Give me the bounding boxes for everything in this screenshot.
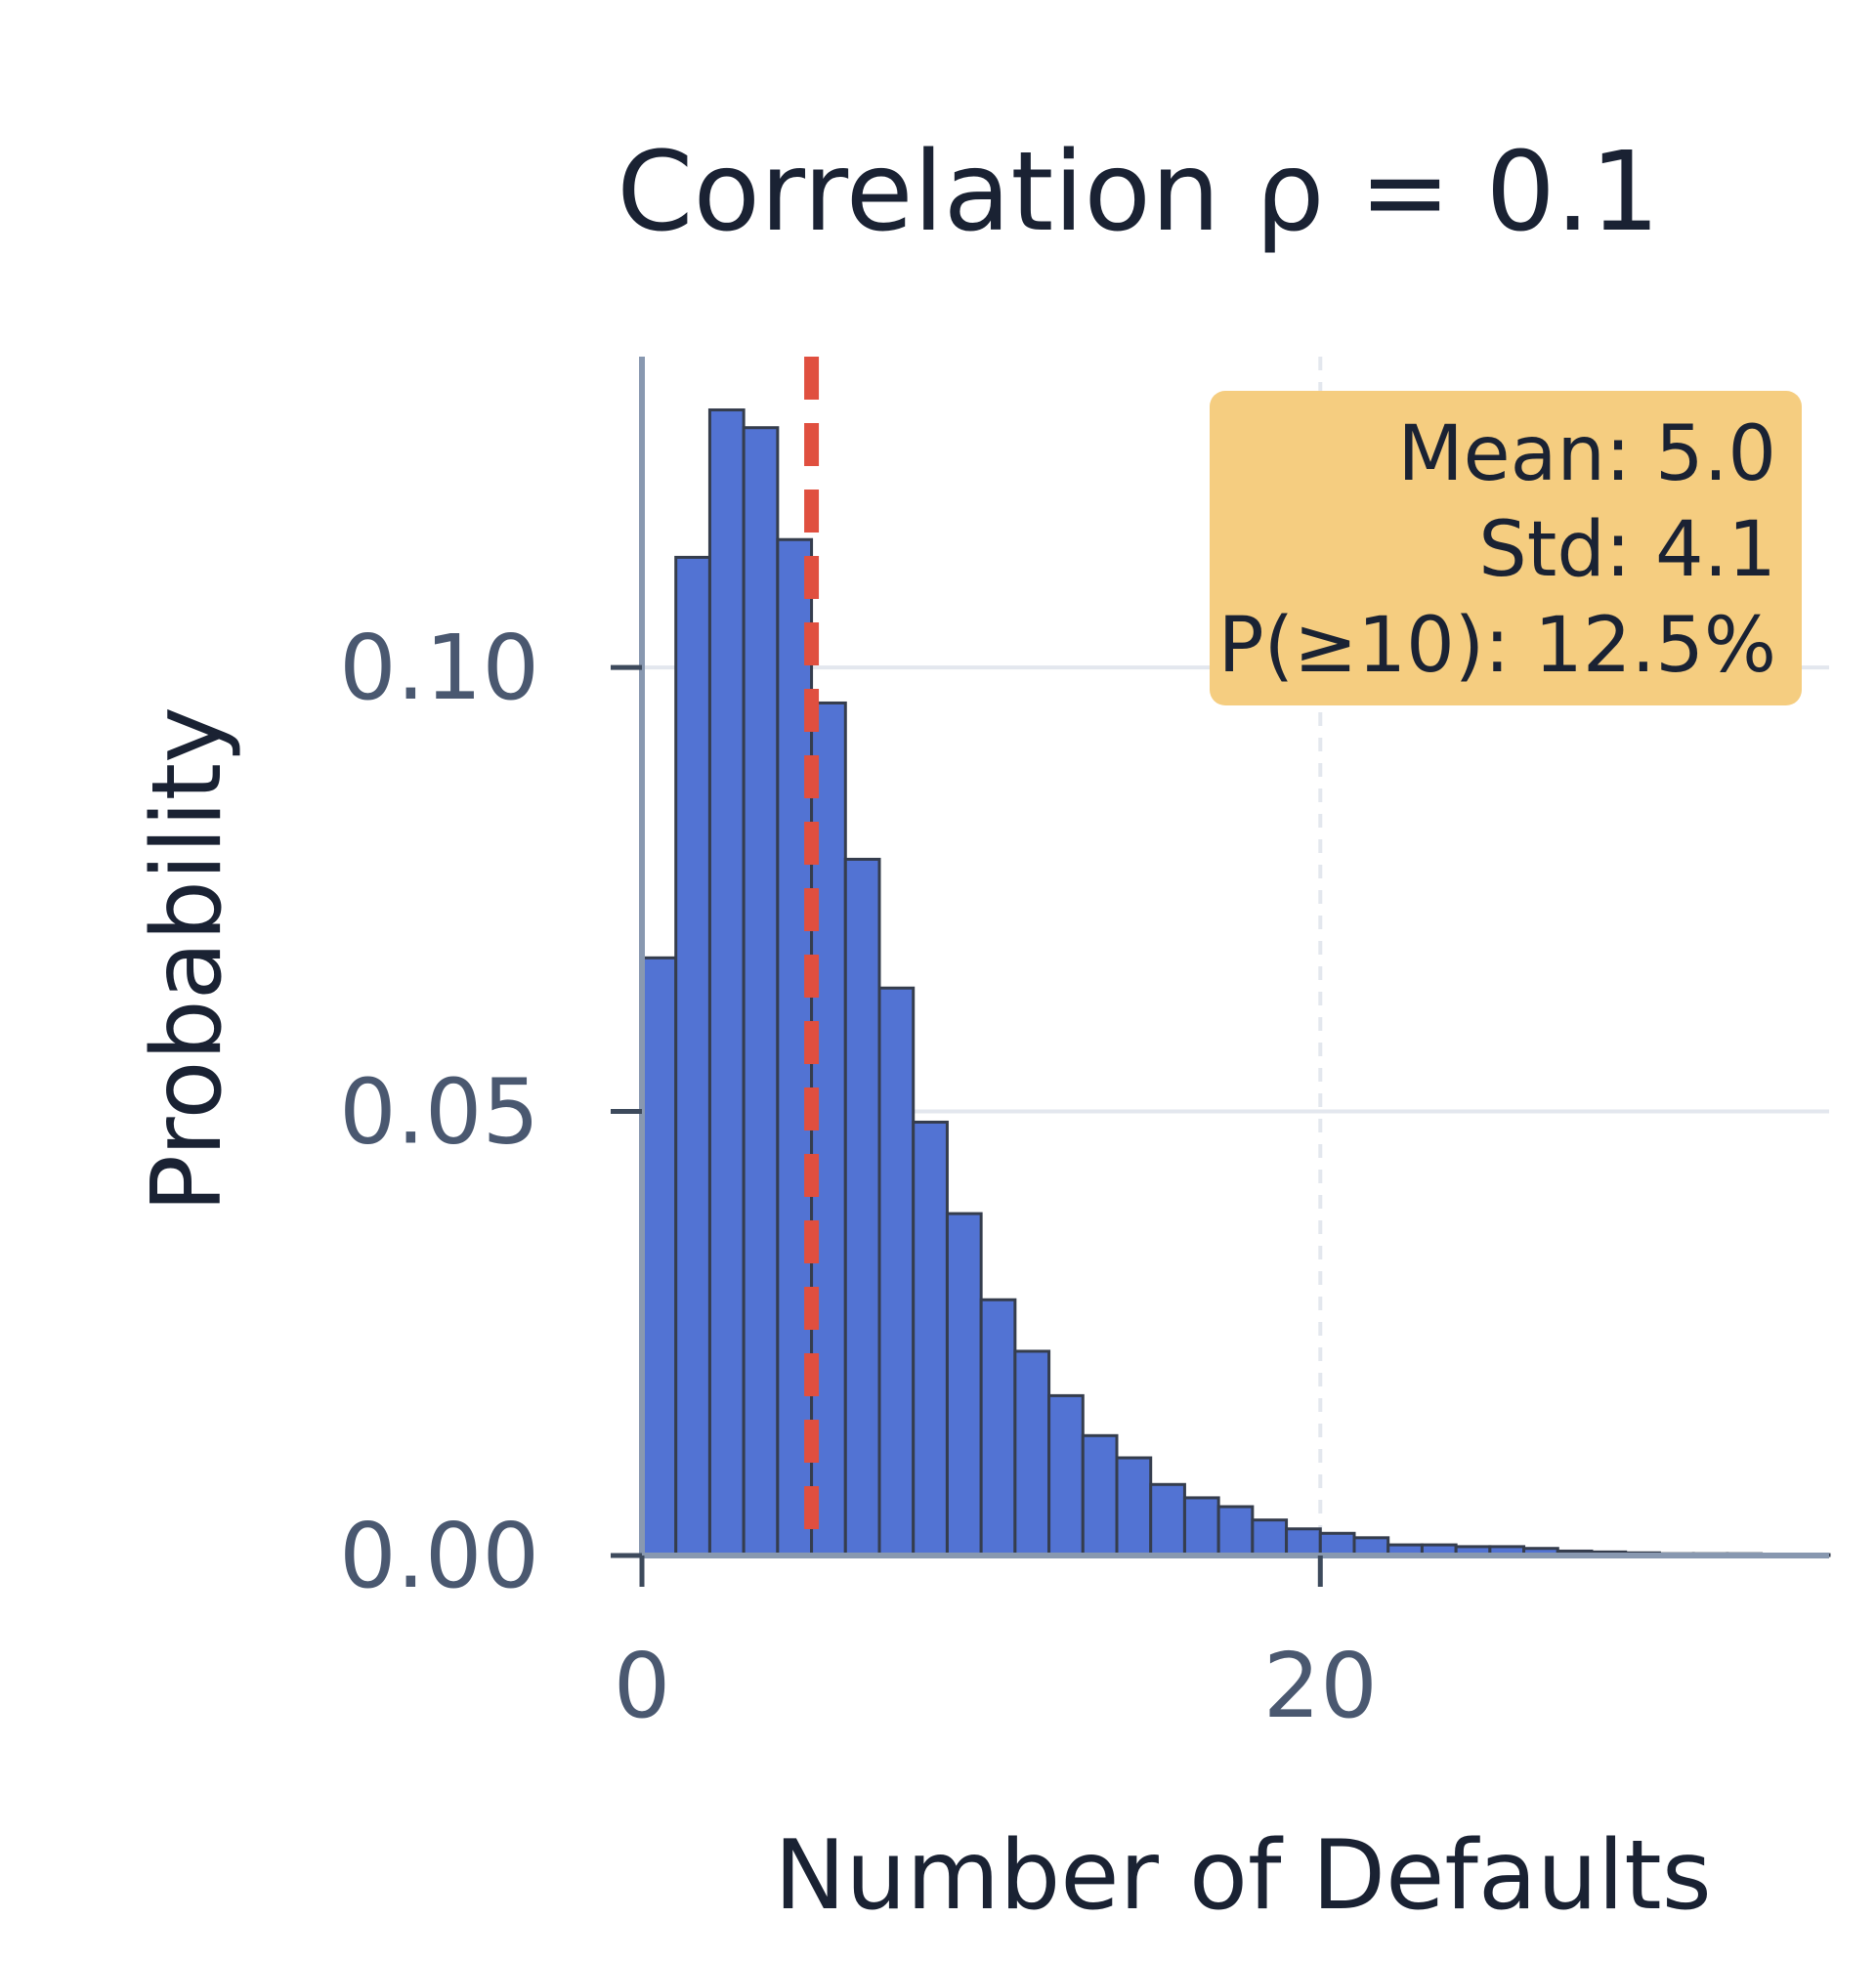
histogram-bar [707,408,746,1557]
histogram-bar [1149,1482,1186,1557]
y-tick-label: 0.00 [339,1504,539,1608]
stats-tail-probability: P(≥10): 12.5% [1218,602,1776,690]
x-axis-label: Number of Defaults [774,1820,1712,1932]
axes [639,357,1829,1558]
x-tick-label: 20 [1263,1634,1378,1738]
histogram-bar [1115,1456,1153,1557]
histogram-bar [742,426,780,1557]
stats-mean: Mean: 5.0 [1397,410,1776,498]
stats-std: Std: 4.1 [1478,506,1776,594]
histogram-bar [1013,1349,1051,1557]
histogram-bar [674,555,711,1557]
histogram-bar [1047,1393,1085,1557]
histogram-bar [1251,1518,1289,1557]
stats-annotation-background [1210,391,1802,705]
histogram-bar [1081,1433,1119,1557]
histogram-bar [640,956,678,1557]
histogram-bar [912,1120,949,1557]
histogram-bar [1318,1531,1356,1557]
histogram-bar [1216,1505,1255,1557]
y-tick-label: 0.10 [339,616,539,720]
chart-title: Correlation ρ = 0.1 [617,129,1659,256]
histogram-bar [1182,1496,1220,1557]
y-tick-label: 0.05 [339,1060,539,1165]
histogram-bar [843,857,881,1557]
y-axis-label: Probability [132,706,243,1213]
histogram-bar [945,1212,983,1557]
histogram-bar [877,986,916,1557]
histogram-bar [1285,1527,1322,1557]
tick-labels: 0.00 0.05 0.10 0 20 [339,616,1378,1738]
x-tick-label: 0 [614,1634,671,1738]
stats-annotation: Mean: 5.0 Std: 4.1 P(≥10): 12.5% [1210,391,1802,705]
histogram-bar [979,1298,1017,1557]
